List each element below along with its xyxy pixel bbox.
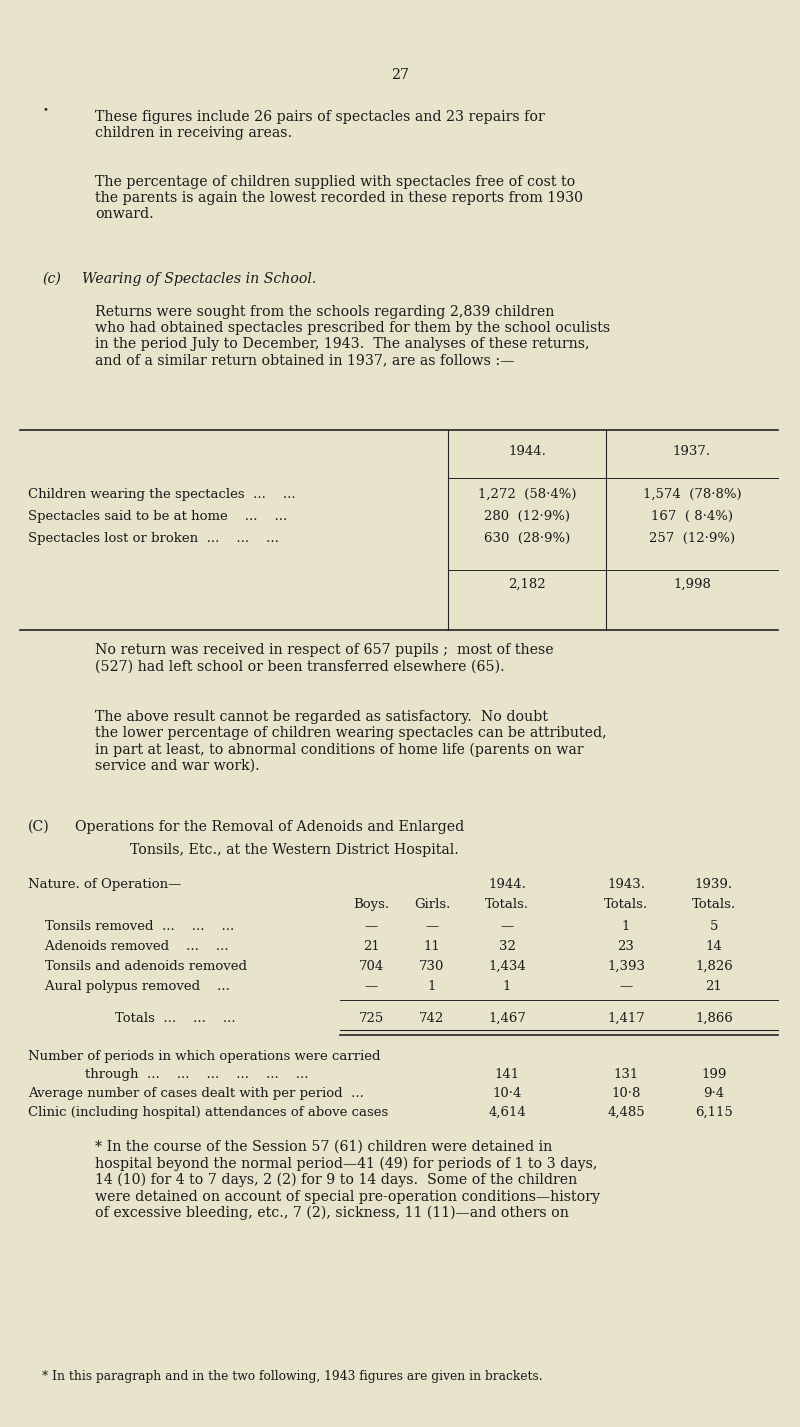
Text: 257  (12·9%): 257 (12·9%) [649,532,735,545]
Text: Totals.: Totals. [604,898,648,910]
Text: —: — [500,920,514,933]
Text: 2,182: 2,182 [508,578,546,591]
Text: 1,826: 1,826 [695,960,733,973]
Text: Average number of cases dealt with per period  ...: Average number of cases dealt with per p… [28,1087,364,1100]
Text: 630  (28·9%): 630 (28·9%) [484,532,570,545]
Text: 730: 730 [419,960,445,973]
Text: 280  (12·9%): 280 (12·9%) [484,509,570,524]
Text: 704: 704 [358,960,384,973]
Text: Boys.: Boys. [353,898,389,910]
Text: Children wearing the spectacles  ...    ...: Children wearing the spectacles ... ... [28,488,296,501]
Text: 1: 1 [622,920,630,933]
Text: 1: 1 [503,980,511,993]
Text: 1943.: 1943. [607,878,645,890]
Text: 10·4: 10·4 [492,1087,522,1100]
Text: through  ...    ...    ...    ...    ...    ...: through ... ... ... ... ... ... [85,1067,309,1082]
Text: 131: 131 [614,1067,638,1082]
Text: Tonsils, Etc., at the Western District Hospital.: Tonsils, Etc., at the Western District H… [130,843,459,858]
Text: 725: 725 [358,1012,384,1025]
Text: Operations for the Removal of Adenoids and Enlarged: Operations for the Removal of Adenoids a… [75,821,464,833]
Text: Number of periods in which operations were carried: Number of periods in which operations we… [28,1050,381,1063]
Text: 1939.: 1939. [695,878,733,890]
Text: Girls.: Girls. [414,898,450,910]
Text: 21: 21 [706,980,722,993]
Text: Totals  ...    ...    ...: Totals ... ... ... [115,1012,236,1025]
Text: Clinic (including hospital) attendances of above cases: Clinic (including hospital) attendances … [28,1106,388,1119]
Text: 1: 1 [428,980,436,993]
Text: Returns were sought from the schools regarding 2,839 children
who had obtained s: Returns were sought from the schools reg… [95,305,610,368]
Text: 199: 199 [702,1067,726,1082]
Text: 1,417: 1,417 [607,1012,645,1025]
Text: Totals.: Totals. [485,898,529,910]
Text: 32: 32 [498,940,515,953]
Text: 1937.: 1937. [673,445,711,458]
Text: The above result cannot be regarded as satisfactory.  No doubt
the lower percent: The above result cannot be regarded as s… [95,711,606,773]
Text: 9·4: 9·4 [703,1087,725,1100]
Text: Nature. of Operation—: Nature. of Operation— [28,878,182,890]
Text: 14: 14 [706,940,722,953]
Text: * In the course of the Session 57 (61) children were detained in
hospital beyond: * In the course of the Session 57 (61) c… [95,1140,600,1220]
Text: (C): (C) [28,821,50,833]
Text: 1,272  (58·4%): 1,272 (58·4%) [478,488,576,501]
Text: 10·8: 10·8 [611,1087,641,1100]
Text: Spectacles said to be at home    ...    ...: Spectacles said to be at home ... ... [28,509,287,524]
Text: 1,998: 1,998 [673,578,711,591]
Text: These figures include 26 pairs of spectacles and 23 repairs for
children in rece: These figures include 26 pairs of specta… [95,110,545,140]
Text: —: — [619,980,633,993]
Text: Adenoids removed    ...    ...: Adenoids removed ... ... [28,940,229,953]
Text: (c): (c) [42,273,61,285]
Text: 11: 11 [424,940,440,953]
Text: Aural polypus removed    ...: Aural polypus removed ... [28,980,230,993]
Text: 5: 5 [710,920,718,933]
Text: 1,866: 1,866 [695,1012,733,1025]
Text: 742: 742 [419,1012,445,1025]
Text: Spectacles lost or broken  ...    ...    ...: Spectacles lost or broken ... ... ... [28,532,279,545]
Text: 141: 141 [494,1067,519,1082]
Text: —: — [364,920,378,933]
Text: 1944.: 1944. [488,878,526,890]
Text: —: — [364,980,378,993]
Text: The percentage of children supplied with spectacles free of cost to
the parents : The percentage of children supplied with… [95,176,583,221]
Text: 23: 23 [618,940,634,953]
Text: No return was received in respect of 657 pupils ;  most of these
(527) had left : No return was received in respect of 657… [95,644,554,674]
Text: 1,467: 1,467 [488,1012,526,1025]
Text: Totals.: Totals. [692,898,736,910]
Text: 1,574  (78·8%): 1,574 (78·8%) [642,488,742,501]
Text: 1,434: 1,434 [488,960,526,973]
Text: 21: 21 [362,940,379,953]
Text: 1944.: 1944. [508,445,546,458]
Text: •: • [42,106,48,114]
Text: 1,393: 1,393 [607,960,645,973]
Text: 6,115: 6,115 [695,1106,733,1119]
Text: Tonsils removed  ...    ...    ...: Tonsils removed ... ... ... [28,920,234,933]
Text: 167  ( 8·4%): 167 ( 8·4%) [651,509,733,524]
Text: —: — [426,920,438,933]
Text: Tonsils and adenoids removed: Tonsils and adenoids removed [28,960,247,973]
Text: 4,614: 4,614 [488,1106,526,1119]
Text: * In this paragraph and in the two following, 1943 figures are given in brackets: * In this paragraph and in the two follo… [42,1370,542,1383]
Text: 4,485: 4,485 [607,1106,645,1119]
Text: Wearing of Spectacles in School.: Wearing of Spectacles in School. [82,273,316,285]
Text: 27: 27 [391,68,409,81]
